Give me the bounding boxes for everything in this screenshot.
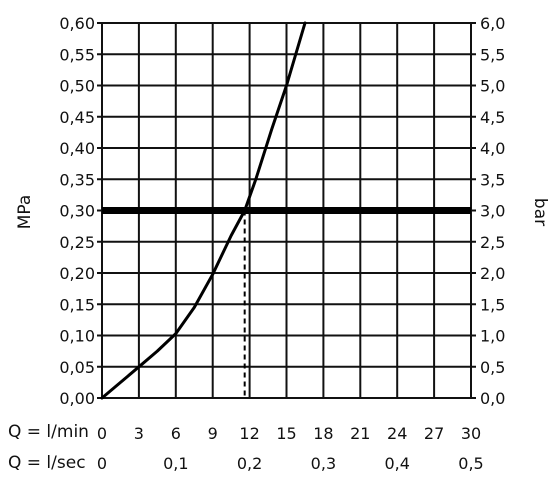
y2-tick-label: 2,0 [480,264,505,283]
x-tick-label: 18 [313,424,333,443]
series-line [100,21,307,400]
y2-tick-label: 5,5 [480,45,505,64]
x2-tick-label: 0,5 [458,454,483,473]
y-tick-label: 0,00 [59,389,95,408]
x-tick-label: 21 [350,424,370,443]
x2-tick-label: 0 [97,454,107,473]
y-tick-label: 0,30 [59,202,95,221]
y-tick-label: 0,15 [59,295,95,314]
curve-group [100,21,307,400]
x-tick-label: 30 [461,424,481,443]
x-tick-label: 27 [424,424,444,443]
x2-tick-label: 0,2 [237,454,262,473]
tick-labels-group: 0,00 0,00,05 0,50,10 1,00,15 1,50,20 2,00,25 2… [59,14,505,473]
y2-tick-label: 0,5 [480,358,505,377]
y-tick-label: 0,60 [59,14,95,33]
y-tick-label: 0,20 [59,264,95,283]
y2-tick-label: 6,0 [480,14,505,33]
y-tick-label: 0,25 [59,233,95,252]
y2-axis-label: bar [530,198,550,226]
y2-tick-label: 1,0 [480,327,505,346]
y2-tick-label: 3,0 [480,202,505,221]
x-tick-label: 9 [208,424,218,443]
y2-tick-label: 4,5 [480,108,505,127]
y2-tick-label: 1,5 [480,295,505,314]
x-tick-label: 6 [171,424,181,443]
y-tick-label: 0,50 [59,77,95,96]
x2-axis-label: Q = l/sec [8,453,86,473]
x-tick-label: 3 [134,424,144,443]
y2-tick-label: 3,5 [480,170,505,189]
axis-labels-group: MPa bar Q = l/min Q = l/sec [8,195,550,473]
x-tick-label: 0 [97,424,107,443]
x2-tick-label: 0,1 [163,454,188,473]
x-tick-label: 15 [276,424,296,443]
y-tick-label: 0,40 [59,139,95,158]
x-tick-label: 12 [239,424,259,443]
y-tick-label: 0,05 [59,358,95,377]
y-tick-label: 0,10 [59,327,95,346]
y2-tick-label: 0,0 [480,389,505,408]
x-tick-label: 24 [387,424,407,443]
x2-tick-label: 0,4 [384,454,409,473]
x2-tick-label: 0,3 [311,454,336,473]
x-axis-label: Q = l/min [8,422,89,442]
y-tick-label: 0,45 [59,108,95,127]
y-tick-label: 0,35 [59,170,95,189]
y-tick-label: 0,55 [59,45,95,64]
y2-tick-label: 4,0 [480,139,505,158]
y2-tick-label: 2,5 [480,233,505,252]
y-axis-label: MPa [15,195,35,230]
reference-line-group [102,207,471,398]
y2-tick-label: 5,0 [480,77,505,96]
